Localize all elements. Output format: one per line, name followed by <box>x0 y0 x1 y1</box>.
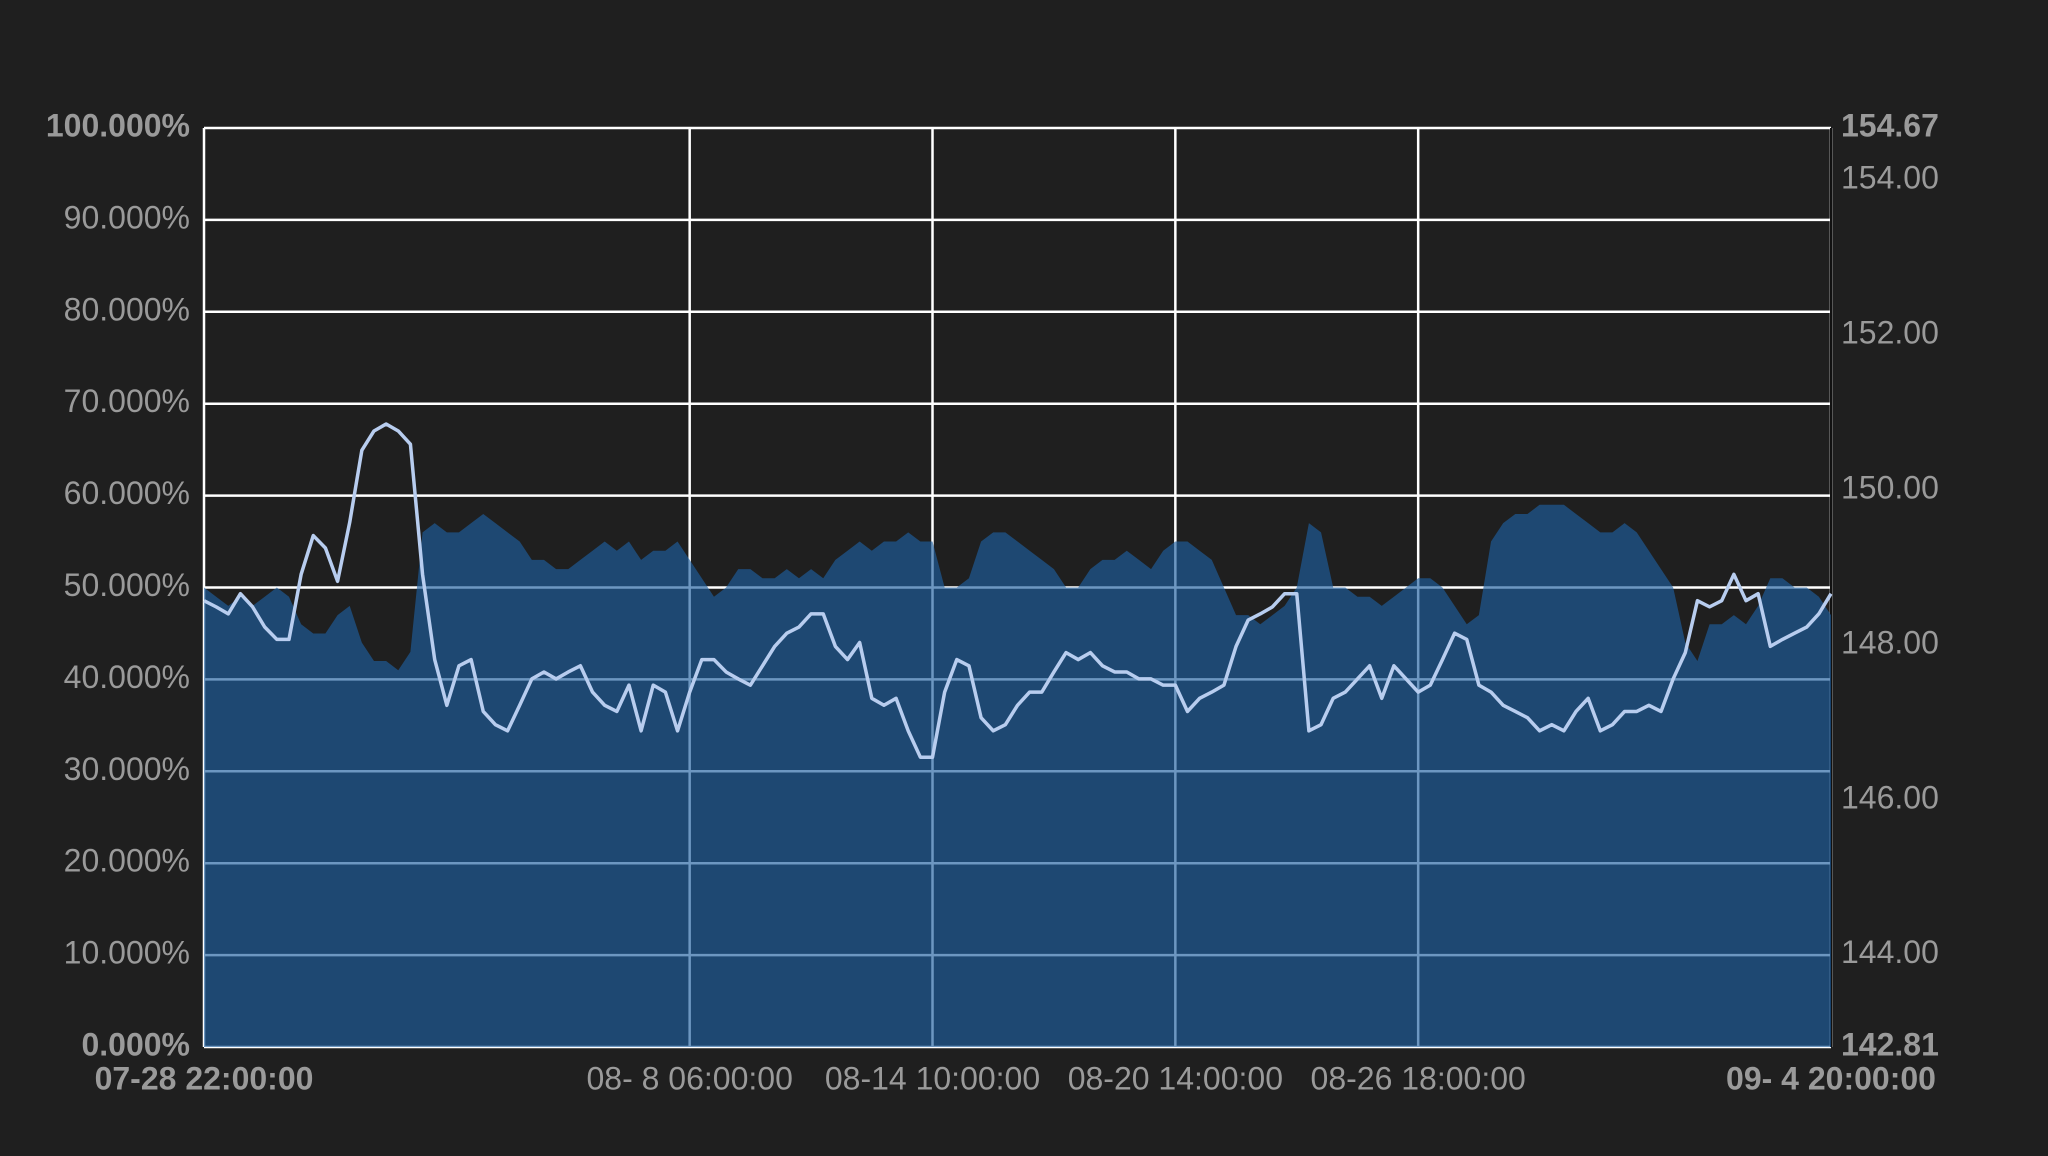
x-tick-label: 08-20 14:00:00 <box>1068 1060 1283 1096</box>
y-tick-label: 80.000% <box>64 291 190 327</box>
y-tick-label: 40.000% <box>64 659 190 695</box>
y-tick-label: 20.000% <box>64 843 190 879</box>
line <box>203 422 1833 759</box>
y2-tick-label: 146.00 <box>1841 779 1939 815</box>
y-tick-label: 30.000% <box>64 751 190 787</box>
y-tick-label: 10.000% <box>64 935 190 971</box>
y2-tick-label: 154.00 <box>1841 159 1939 195</box>
y2-tick-label: 142.81 <box>1841 1026 1939 1062</box>
y2-tick-label: 150.00 <box>1841 469 1939 505</box>
y-tick-label: 90.000% <box>64 199 190 235</box>
x-tick-label: 08- 8 06:00:00 <box>586 1060 792 1096</box>
y2-tick-label: 152.00 <box>1841 314 1939 350</box>
x-tick-label: 07-28 22:00:00 <box>95 1060 314 1096</box>
x-tick-label: 09- 4 20:00:00 <box>1726 1060 1936 1096</box>
y2-tick-label: 144.00 <box>1841 934 1939 970</box>
y2-tick-label: 154.67 <box>1841 107 1939 143</box>
y-tick-label: 60.000% <box>64 475 190 511</box>
x-tick-label: 08-14 10:00:00 <box>825 1060 1040 1096</box>
area <box>204 504 1831 1047</box>
y-tick-label: 70.000% <box>64 383 190 419</box>
y-tick-label: 50.000% <box>64 567 190 603</box>
x-tick-label: 08-26 18:00:00 <box>1311 1060 1526 1096</box>
y2-tick-label: 148.00 <box>1841 624 1939 660</box>
y-tick-label: 0.000% <box>81 1026 190 1062</box>
y-tick-label: 100.000% <box>46 107 190 143</box>
